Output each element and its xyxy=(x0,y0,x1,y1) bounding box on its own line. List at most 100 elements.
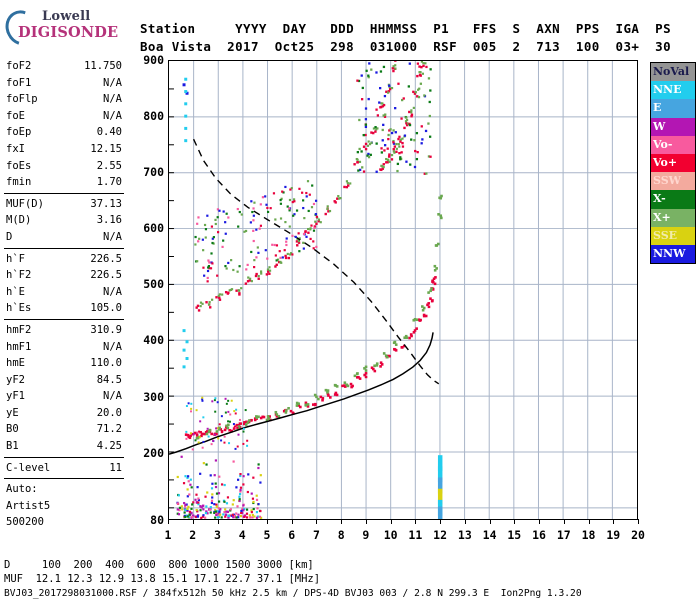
param-value: 1.70 xyxy=(96,176,122,189)
footer-distance-row: D 100 200 400 600 800 1000 1500 3000 [km… xyxy=(4,559,314,571)
param-row-fmin: fmin 1.70 xyxy=(4,174,124,191)
footer-file-info: BVJ03_2017298031000.RSF / 384fx512h 50 k… xyxy=(4,588,582,599)
x-tick-label-15: 15 xyxy=(507,528,522,542)
param-key: C-level xyxy=(6,461,51,474)
param-key: fxI xyxy=(6,142,25,155)
param-value: 0.40 xyxy=(96,126,122,139)
param-key: D xyxy=(6,230,13,243)
x-tick-label-3: 3 xyxy=(214,528,221,542)
x-tick-label-20: 20 xyxy=(631,528,645,542)
x-tick-mark-18 xyxy=(588,519,590,524)
param-row-fxi: fxI 12.15 xyxy=(4,141,124,158)
plot-gridlines xyxy=(169,61,637,519)
ionospheric-parameters-table: foF2 11.750 foF1 N/A foFlp N/A foE N/A foEp 0.40 f… xyxy=(4,58,124,531)
legend-item-vo[interactable]: Vo+ xyxy=(651,153,695,173)
param-row-hmf1: hmF1 N/A xyxy=(4,339,124,356)
x-tick-label-12: 12 xyxy=(433,528,448,542)
param-row-hes: h`Es 105.0 xyxy=(4,300,124,317)
param-value: N/A xyxy=(103,230,122,243)
legend-item-e[interactable]: E xyxy=(651,99,695,118)
param-row-he: h`E N/A xyxy=(4,284,124,301)
param-value: N/A xyxy=(103,390,122,403)
param-row-foflp: foFlp N/A xyxy=(4,91,124,108)
x-tick-label-10: 10 xyxy=(383,528,398,542)
y-tick-label-800: 800 xyxy=(143,109,164,124)
footer-muf-row: MUF 12.1 12.3 12.9 13.8 15.1 17.1 22.7 3… xyxy=(4,573,321,585)
param-key: hmF1 xyxy=(6,340,32,353)
x-tick-label-2: 2 xyxy=(189,528,197,542)
param-row-mufd: MUF(D) 37.13 xyxy=(4,196,124,213)
x-tick-mark-19 xyxy=(613,519,615,524)
legend-item-w[interactable]: W xyxy=(651,117,695,136)
x-tick-mark-8 xyxy=(341,519,343,524)
plot-data-traces xyxy=(169,61,443,519)
param-value: 2.55 xyxy=(96,159,122,172)
param-divider xyxy=(4,478,124,480)
logo-lowell-text: Lowell xyxy=(42,9,91,24)
x-tick-mark-7 xyxy=(316,519,318,524)
param-row-b0: B0 71.2 xyxy=(4,421,124,438)
x-tick-mark-6 xyxy=(291,519,293,524)
x-tick-label-7: 7 xyxy=(312,528,320,542)
legend-item-noval[interactable]: NoVal xyxy=(651,63,695,82)
param-row-b1: B1 4.25 xyxy=(4,438,124,455)
param-value: N/A xyxy=(103,109,122,122)
ionogram-plot[interactable] xyxy=(168,60,638,520)
param-row-foe: foE N/A xyxy=(4,108,124,125)
x-tick-label-4: 4 xyxy=(238,528,246,542)
x-axis-frequency-mhz: 1 2 3 4 5 6 7 8 9 10 11 12 13 14 15 16 17 18 19 20 xyxy=(165,519,645,542)
station-header-values: Boa Vista 2017 Oct25 298 031000 RSF 005 … xyxy=(140,39,672,54)
x-tick-label-17: 17 xyxy=(556,528,571,542)
param-value: N/A xyxy=(103,93,122,106)
x-tick-mark-2 xyxy=(192,519,194,524)
param-value: 84.5 xyxy=(96,373,122,386)
param-value: 12.15 xyxy=(90,142,122,155)
x-tick-label-19: 19 xyxy=(606,528,621,542)
auto-info-line-1: Artist5 xyxy=(6,499,51,512)
x-tick-label-13: 13 xyxy=(457,528,472,542)
logo-digisonde-text: DIGISONDE xyxy=(18,24,119,41)
legend-item-nnw[interactable]: NNW xyxy=(651,244,695,264)
param-key: foF1 xyxy=(6,76,32,89)
station-header-labels: Station YYYY DAY DDD HHMMSS P1 FFS S AXN… xyxy=(140,21,672,36)
y-tick-label-600: 600 xyxy=(143,221,164,236)
legend-item-x[interactable]: X- xyxy=(651,190,695,209)
param-key: h`F xyxy=(6,252,25,265)
param-row-hf: h`F 226.5 xyxy=(4,251,124,268)
param-value: N/A xyxy=(103,285,122,298)
x-tick-label-9: 9 xyxy=(362,528,370,542)
x-tick-label-5: 5 xyxy=(263,528,271,542)
param-row-fof1: foF1 N/A xyxy=(4,75,124,92)
param-value: 4.25 xyxy=(96,440,122,453)
footer-info: D 100 200 400 600 800 1000 1500 3000 [km… xyxy=(4,558,582,601)
param-divider xyxy=(4,192,124,194)
legend-item-x[interactable]: X+ xyxy=(651,208,695,227)
param-key: h`Es xyxy=(6,302,32,315)
y-tick-label-300: 300 xyxy=(143,389,164,404)
param-value: 20.0 xyxy=(96,406,122,419)
x-tick-mark-5 xyxy=(266,519,268,524)
x-tick-mark-1 xyxy=(168,519,169,524)
param-row-hme: hmE 110.0 xyxy=(4,355,124,372)
param-value: 3.16 xyxy=(96,214,122,227)
param-row-yf2: yF2 84.5 xyxy=(4,372,124,389)
param-key: hmF2 xyxy=(6,323,32,336)
param-value: 226.5 xyxy=(90,269,122,282)
param-row-hf2: h`F2 226.5 xyxy=(4,267,124,284)
param-value: 11 xyxy=(109,461,122,474)
legend-item-nne[interactable]: NNE xyxy=(651,81,695,100)
auto-info-line-2: 500200 xyxy=(6,516,44,529)
x-tick-label-6: 6 xyxy=(288,528,296,542)
legend-item-ssw[interactable]: SSW xyxy=(651,172,695,191)
x-tick-mark-9 xyxy=(365,519,367,524)
param-row-d: D N/A xyxy=(4,229,124,246)
param-key: yF2 xyxy=(6,373,25,386)
param-divider xyxy=(4,247,124,249)
x-tick-mark-13 xyxy=(464,519,466,524)
param-row-ye: yE 20.0 xyxy=(4,405,124,422)
x-tick-mark-11 xyxy=(415,519,417,524)
legend-item-vo[interactable]: Vo- xyxy=(651,135,695,154)
param-key: B0 xyxy=(6,423,19,436)
param-row-foes: foEs 2.55 xyxy=(4,158,124,175)
legend-item-sse[interactable]: SSE xyxy=(651,226,695,245)
